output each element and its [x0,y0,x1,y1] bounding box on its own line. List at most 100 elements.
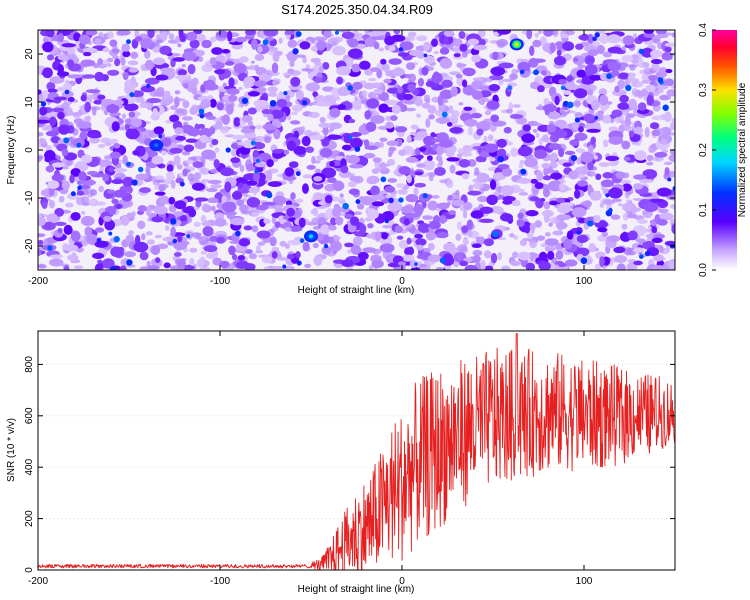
heatmap-cell [237,254,245,261]
heatmap-cell [296,54,306,58]
heatmap-cell [287,239,302,246]
heatmap-cell [120,57,126,66]
heatmap-cell [496,39,508,47]
heatmap-cell [302,183,309,194]
heatmap-hotspot-peak [309,234,313,239]
heatmap-cell [114,58,121,67]
heatmap-cell [99,166,104,173]
heatmap-cell [181,265,195,270]
heatmap-cell [575,43,584,50]
heatmap-cell [291,104,303,112]
heatmap-cell [126,259,133,266]
heatmap-y-axis-label: Frequency (Hz) [6,116,17,185]
heatmap-cell [286,140,297,151]
heatmap-cell [295,171,301,177]
heatmap-cell [418,146,427,152]
heatmap-cell [251,225,259,233]
heatmap-cell [131,211,136,217]
heatmap-cell [489,179,497,190]
heatmap-cell [235,230,241,237]
heatmap-cell [580,257,588,264]
heatmap-cell [240,128,253,134]
heatmap-cell [183,121,189,126]
heatmap-cell [255,245,261,252]
heatmap-cell [534,220,543,228]
heatmap-cell [416,35,428,42]
heatmap-cell [503,126,512,134]
heatmap-cell [106,63,112,67]
heatmap-cell [353,211,362,216]
heatmap-cell [38,264,47,269]
heatmap-cell [428,114,435,120]
heatmap-cell [111,55,119,60]
heatmap-cell [611,109,623,118]
heatmap-cell [618,203,623,207]
heatmap-cell [497,164,510,170]
heatmap-cell [672,186,675,191]
heatmap-cell [92,106,97,116]
heatmap-cell [211,205,216,212]
heatmap-cell [354,96,359,101]
heatmap-cell [378,103,389,113]
heatmap-cell [261,108,273,115]
heatmap-cell [341,259,354,267]
heatmap-cell [650,59,663,65]
heatmap-cell [406,237,412,245]
heatmap-cell [476,172,490,183]
heatmap-cell [160,150,167,156]
heatmap-cell [422,102,431,109]
heatmap-cell [464,118,478,127]
heatmap-cell [566,101,574,109]
heatmap-cell [379,162,387,170]
heatmap-cell [435,117,451,124]
heatmap-cell [405,156,419,163]
heatmap-cell [501,267,508,270]
heatmap-cell [648,148,656,153]
heatmap-cell [63,224,73,236]
heatmap-cell [462,210,468,219]
heatmap-cell [470,112,483,119]
heatmap-cell [67,53,77,61]
heatmap-cell [183,144,195,152]
heatmap-cell [97,259,103,264]
heatmap-cell [289,60,295,67]
heatmap-cell [457,153,462,159]
heatmap-cell [651,115,662,121]
heatmap-cell [209,98,217,108]
heatmap-cell [368,77,377,82]
heatmap-cell [231,190,243,200]
heatmap-cell [396,235,404,240]
heatmap-cell [398,47,404,52]
heatmap-cell [541,163,551,169]
heatmap-cell [317,217,327,225]
heatmap-cell [639,254,644,259]
heatmap-cell [239,204,249,213]
heatmap-cell [380,58,387,65]
heatmap-cell [385,121,394,129]
heatmap-cell [70,191,76,197]
heatmap-cell [272,79,278,86]
heatmap-cell [555,250,564,260]
heatmap-cell [293,130,300,140]
heatmap-cell [413,203,424,215]
heatmap-cell [121,113,126,120]
heatmap-cell [480,260,486,270]
heatmap-cell [193,221,201,227]
heatmap-cell [113,168,128,173]
heatmap-cell [186,234,191,239]
heatmap-cell [324,194,333,204]
heatmap-cell [421,66,429,76]
heatmap-cell [224,60,235,66]
heatmap-cell [397,86,404,94]
heatmap-cell [38,119,51,124]
heatmap-cell [314,76,323,84]
heatmap-cell [489,74,504,81]
heatmap-cell [519,239,527,247]
heatmap-cell [38,248,42,257]
heatmap-cell [57,111,65,120]
heatmap-cell [576,230,581,235]
heatmap-cell [628,98,638,110]
heatmap-x-tick-label: -100 [210,276,230,287]
heatmap-cell [668,154,675,163]
heatmap-cell [472,77,484,82]
